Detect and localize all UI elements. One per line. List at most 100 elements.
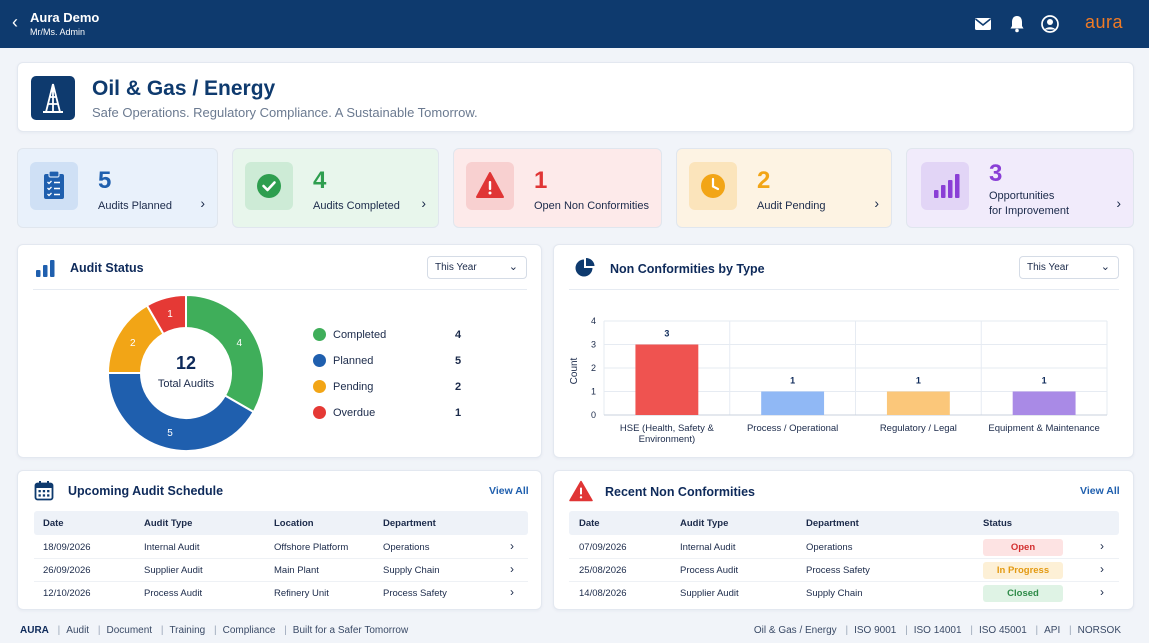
- table-row[interactable]: 26/09/2026 Supplier Audit Main Plant Sup…: [34, 559, 528, 582]
- kpi-open-non-conformities[interactable]: 1 Open Non Conformities: [453, 148, 662, 228]
- donut-slice-label: 5: [167, 428, 173, 439]
- chevron-right-icon[interactable]: ›: [510, 562, 514, 576]
- oil-rig-icon: [31, 76, 75, 120]
- footer-link[interactable]: Audit: [66, 625, 90, 636]
- footer: AURA | Audit | Document | Training | Complia…: [0, 620, 1149, 643]
- period-select[interactable]: This Year ⌄: [427, 256, 527, 279]
- footer-left: AURA | Audit | Document | Training | Complia…: [20, 625, 409, 636]
- column-header: Audit Type: [144, 518, 193, 529]
- bar-chart-icon: [921, 162, 969, 210]
- table-row[interactable]: 07/09/2026 Internal Audit Operations Ope…: [569, 536, 1119, 559]
- footer-item: ISO 9001: [854, 625, 897, 636]
- view-all-link[interactable]: View All: [489, 485, 529, 497]
- table-row[interactable]: 25/08/2026 Process Audit Process Safety …: [569, 559, 1119, 582]
- footer-item: ISO 45001: [978, 625, 1027, 636]
- legend-dot: [313, 380, 326, 393]
- donut-slice-completed: [185, 293, 265, 414]
- y-tick-label: 4: [591, 316, 596, 326]
- donut-slice-overdue: [145, 293, 187, 336]
- bar-value-label: 1: [1042, 376, 1047, 386]
- table-row[interactable]: 12/10/2026 Process Audit Refinery Unit P…: [43, 585, 514, 599]
- mail-icon[interactable]: [973, 14, 993, 34]
- column-header: Status: [983, 518, 1013, 529]
- clock-icon: [689, 162, 737, 210]
- kpi-audits-planned[interactable]: 5 Audits Planned ›: [17, 148, 218, 228]
- chevron-right-icon[interactable]: ›: [510, 585, 514, 599]
- industry-header: Oil & Gas / Energy Safe Operations. Regu…: [17, 62, 1134, 132]
- bar-4: [1012, 391, 1076, 415]
- x-tick-label: HSE (Health, Safety & Environment): [620, 423, 715, 445]
- bar-value-label: 1: [916, 376, 921, 386]
- clipboard-icon: [30, 162, 78, 210]
- table-header: Date Audit Type Location Department: [34, 511, 528, 535]
- panel-title: Recent Non Conformities: [605, 485, 756, 499]
- chevron-right-icon[interactable]: ›: [421, 195, 426, 211]
- footer-link[interactable]: Training: [169, 625, 206, 636]
- status-badge: Open: [983, 539, 1063, 556]
- x-tick-label: Process / Operational: [747, 423, 838, 434]
- column-header: Date: [579, 518, 600, 529]
- chevron-down-icon: ⌄: [1100, 261, 1110, 273]
- bell-icon[interactable]: [1007, 14, 1027, 34]
- chevron-right-icon[interactable]: ›: [1100, 562, 1104, 576]
- chevron-right-icon[interactable]: ›: [874, 195, 879, 211]
- table-row[interactable]: 18/09/2026 Internal Audit Offshore Platf…: [34, 536, 528, 559]
- column-header: Department: [806, 518, 859, 529]
- page-title: Oil & Gas / Energy: [92, 77, 276, 100]
- user-role: Mr/Ms. Admin: [30, 27, 86, 37]
- upcoming-schedule-panel: Upcoming Audit Schedule View All Date Au…: [17, 470, 542, 610]
- app-title: Aura Demo: [30, 10, 100, 25]
- brand-logo[interactable]: aura: [1085, 12, 1124, 32]
- donut-slice-label: 1: [167, 309, 173, 320]
- column-header: Department: [383, 518, 436, 529]
- divider: [569, 289, 1119, 290]
- y-tick-label: 0: [591, 410, 596, 420]
- check-circle-icon: [245, 162, 293, 210]
- kpi-opportunities-improvement[interactable]: 3 Opportunities for Improvement ›: [906, 148, 1134, 228]
- chevron-right-icon[interactable]: ›: [1100, 539, 1104, 553]
- y-tick-label: 1: [591, 387, 596, 397]
- bar-3: [886, 391, 950, 415]
- chevron-right-icon[interactable]: ›: [1116, 195, 1121, 211]
- nc-by-type-panel: Non Conformities by Type This Year ⌄ 3 1 1 1…: [553, 244, 1134, 458]
- column-header: Date: [43, 518, 64, 529]
- nc-bar-chart: 3 1 1 1 0 1 2 3 4 HSE (Health, Safety & Environm…: [569, 316, 1108, 445]
- x-tick-label: Regulatory / Legal: [880, 423, 957, 434]
- back-chevron-icon[interactable]: ‹: [12, 12, 18, 32]
- kpi-audit-pending[interactable]: 2 Audit Pending ›: [676, 148, 892, 228]
- column-header: Audit Type: [680, 518, 729, 529]
- footer-item: NORSOK: [1077, 625, 1121, 636]
- calendar-icon: [34, 481, 54, 501]
- bar-value-label: 1: [790, 376, 795, 386]
- footer-item: Oil & Gas / Energy: [753, 625, 837, 636]
- page-tagline: Safe Operations. Regulatory Compliance. …: [92, 105, 478, 120]
- footer-right: Oil & Gas / Energy | ISO 9001 | ISO 14001 …: [753, 625, 1121, 636]
- column-header: Location: [274, 518, 314, 529]
- chevron-right-icon[interactable]: ›: [200, 195, 205, 211]
- divider: [33, 289, 527, 290]
- chevron-down-icon: ⌄: [508, 261, 518, 273]
- chevron-right-icon[interactable]: ›: [1100, 585, 1104, 599]
- top-bar: ‹ Aura Demo Mr/Ms. Admin aura: [0, 0, 1149, 48]
- footer-link[interactable]: Compliance: [222, 625, 276, 636]
- footer-link[interactable]: Document: [106, 625, 153, 636]
- x-tick-label: Equipment & Maintenance: [988, 423, 1099, 434]
- period-select[interactable]: This Year ⌄: [1019, 256, 1119, 279]
- table-row[interactable]: 14/08/2026 Supplier Audit Supply Chain C…: [569, 582, 1119, 605]
- table-header: Date Audit Type Department Status: [569, 511, 1119, 535]
- footer-item: ISO 14001: [913, 625, 962, 636]
- audit-status-panel: Audit Status This Year ⌄ 4 5 2 1 12 Total Au…: [17, 244, 542, 458]
- kpi-label: Audits Completed: [313, 200, 400, 212]
- kpi-audits-completed[interactable]: 4 Audits Completed ›: [232, 148, 439, 228]
- bar-2: [761, 391, 825, 415]
- total-audits-label: Total Audits: [158, 378, 215, 390]
- user-icon[interactable]: [1040, 14, 1060, 34]
- bar-chart-icon: [36, 260, 55, 277]
- footer-item: API: [1044, 625, 1061, 636]
- warning-icon: [466, 162, 514, 210]
- bar-value-label: 3: [664, 329, 669, 339]
- kpi-value: 3: [989, 160, 1003, 187]
- legend-dot: [313, 328, 326, 341]
- chevron-right-icon[interactable]: ›: [510, 539, 514, 553]
- view-all-link[interactable]: View All: [1080, 485, 1120, 497]
